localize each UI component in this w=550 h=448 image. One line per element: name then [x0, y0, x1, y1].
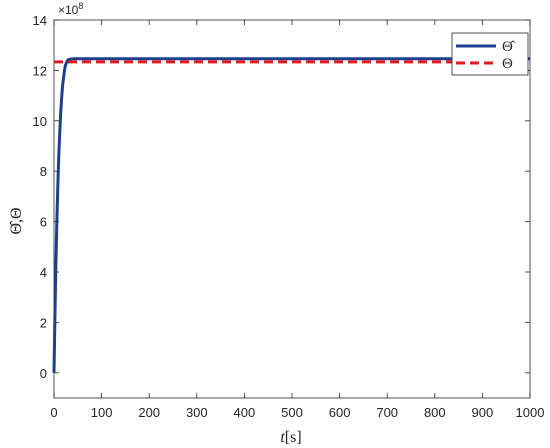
- y-tick-label: 10: [33, 114, 47, 129]
- x-tick-label: 400: [234, 405, 256, 420]
- legend-label-true: Θ: [502, 56, 513, 72]
- x-tick-label: 100: [91, 405, 113, 420]
- axes-box: [53, 19, 531, 399]
- series-layer: [52, 57, 530, 373]
- y-tick-label: 2: [40, 315, 47, 330]
- series-line-estimate: [52, 57, 530, 373]
- legend-label-estimate: Θ̂: [502, 39, 516, 55]
- y-axis-label: Θ̂,Θ: [8, 207, 25, 234]
- y-axis-ticks: 0 2 4 6 8 10 12 14: [33, 13, 530, 381]
- x-tick-label: 700: [376, 405, 398, 420]
- y-tick-label: 14: [33, 13, 47, 28]
- x-tick-label: 500: [281, 405, 303, 420]
- x-tick-label: 800: [424, 405, 446, 420]
- legend-box: [451, 32, 529, 76]
- legend: Θ̂ Θ: [451, 32, 529, 76]
- y-tick-label: 0: [40, 366, 47, 381]
- y-tick-label: 12: [33, 63, 47, 78]
- y-tick-label: 4: [40, 265, 47, 280]
- y-tick-label: 6: [40, 215, 47, 230]
- plot-area: [53, 19, 531, 399]
- x-tick-label: 300: [186, 405, 208, 420]
- x-axis-label: t[s]: [280, 429, 301, 446]
- x-tick-label: 200: [138, 405, 160, 420]
- x-tick-label: 0: [50, 405, 57, 420]
- x-tick-label: 900: [472, 405, 494, 420]
- x-tick-label: 600: [329, 405, 351, 420]
- y-tick-label: 8: [40, 164, 47, 179]
- x-tick-label: 1000: [516, 405, 545, 420]
- y-axis-exponent: ×108: [58, 1, 83, 17]
- x-axis-ticks: 0 100 200 300 400 500 600 700 800 900 1000: [50, 20, 544, 420]
